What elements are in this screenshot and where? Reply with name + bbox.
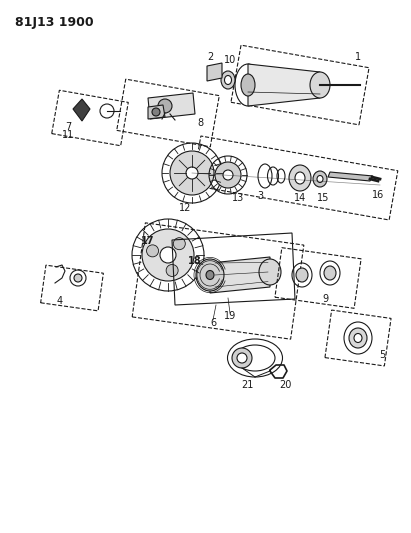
Circle shape xyxy=(166,264,178,277)
Text: 6: 6 xyxy=(210,318,216,328)
Ellipse shape xyxy=(289,165,311,191)
Polygon shape xyxy=(207,63,222,81)
Ellipse shape xyxy=(295,172,305,184)
Text: 14: 14 xyxy=(294,193,306,203)
Text: 4: 4 xyxy=(57,296,63,306)
Polygon shape xyxy=(148,93,195,119)
Circle shape xyxy=(215,162,241,188)
Text: 16: 16 xyxy=(372,190,384,200)
Text: 12: 12 xyxy=(179,203,191,213)
Text: 20: 20 xyxy=(279,380,291,390)
Text: 15: 15 xyxy=(317,193,329,203)
Polygon shape xyxy=(328,172,373,181)
Circle shape xyxy=(152,108,160,116)
Ellipse shape xyxy=(296,268,308,282)
Polygon shape xyxy=(73,99,90,121)
Text: 3: 3 xyxy=(257,191,263,201)
Ellipse shape xyxy=(235,64,261,106)
Text: 1: 1 xyxy=(355,52,361,62)
Circle shape xyxy=(223,170,233,180)
Text: 21: 21 xyxy=(241,380,253,390)
Circle shape xyxy=(160,247,176,263)
Ellipse shape xyxy=(324,266,336,280)
Polygon shape xyxy=(148,105,165,119)
Ellipse shape xyxy=(259,259,281,285)
Text: 19: 19 xyxy=(224,311,236,321)
Text: 13: 13 xyxy=(232,193,244,203)
Text: 17: 17 xyxy=(141,236,155,246)
Ellipse shape xyxy=(241,74,255,96)
Ellipse shape xyxy=(206,271,214,279)
Circle shape xyxy=(173,238,185,249)
Text: 81J13 1900: 81J13 1900 xyxy=(15,16,94,29)
Ellipse shape xyxy=(317,175,323,182)
Ellipse shape xyxy=(221,71,235,89)
Ellipse shape xyxy=(224,76,231,85)
Text: 10: 10 xyxy=(224,55,236,65)
Text: 7: 7 xyxy=(65,122,71,132)
Circle shape xyxy=(170,151,214,195)
Text: 11: 11 xyxy=(62,130,74,140)
Ellipse shape xyxy=(196,259,224,291)
Text: 8: 8 xyxy=(197,118,203,128)
Circle shape xyxy=(147,245,159,257)
Polygon shape xyxy=(210,257,270,293)
Circle shape xyxy=(142,229,194,281)
Ellipse shape xyxy=(313,171,327,187)
Ellipse shape xyxy=(349,328,367,348)
Ellipse shape xyxy=(310,72,330,98)
Ellipse shape xyxy=(354,334,362,343)
Circle shape xyxy=(232,348,252,368)
Circle shape xyxy=(158,99,172,113)
Circle shape xyxy=(237,353,247,363)
Circle shape xyxy=(186,167,198,179)
Text: 18: 18 xyxy=(188,256,202,266)
Text: 9: 9 xyxy=(322,294,328,304)
Text: 2: 2 xyxy=(207,52,213,62)
Circle shape xyxy=(74,274,82,282)
Polygon shape xyxy=(248,64,320,106)
Text: 5: 5 xyxy=(379,350,385,360)
